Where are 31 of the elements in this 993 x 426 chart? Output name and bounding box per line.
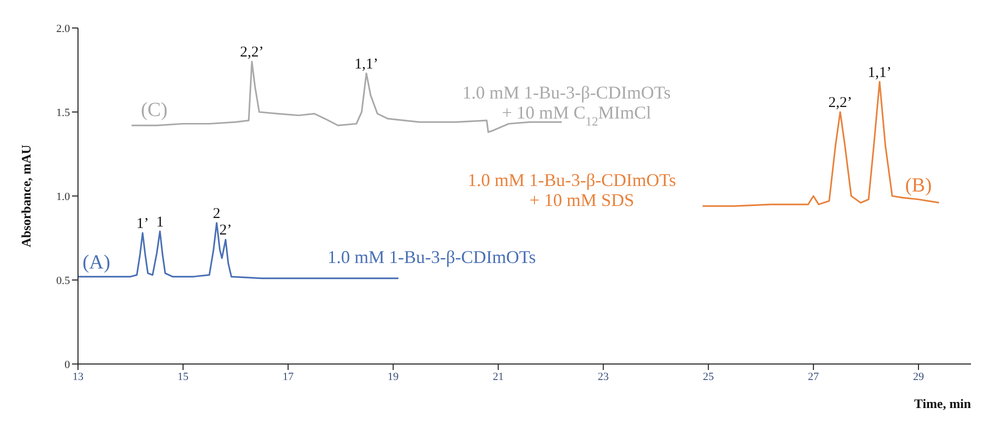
annotation: 1,1’ xyxy=(868,64,892,81)
annotation: 2,2’ xyxy=(828,95,852,111)
line-series xyxy=(702,80,940,207)
x-tick-label: 21 xyxy=(492,370,504,383)
annotation: 2 xyxy=(212,206,220,222)
x-tick-label: 23 xyxy=(598,370,610,383)
annotation: 2,2’ xyxy=(240,44,264,61)
annotation: (A) xyxy=(82,252,110,274)
annotation: 1’ xyxy=(136,216,149,232)
y-tick-label: 0.5 xyxy=(56,274,70,287)
y-tick-label: 1.5 xyxy=(56,106,70,119)
x-tick-label: 17 xyxy=(282,370,294,383)
x-tick-label: 13 xyxy=(72,370,84,383)
y-axis-title: Absorbance, mAU xyxy=(18,144,34,248)
x-tick-label: 29 xyxy=(912,370,924,383)
series-label: 1.0 mM 1-Bu-3-β-CDImOTs + 10 mM SDS xyxy=(468,170,676,210)
x-tick-label: 27 xyxy=(808,370,820,383)
series-label: 1.0 mM 1-Bu-3-β-CDImOTs xyxy=(328,247,536,268)
annotation: 1,1’ xyxy=(354,56,378,72)
series-label: 1.0 mM 1-Bu-3-β-CDImOTs + 10 mM C$_{12}$MImCl xyxy=(462,82,671,129)
x-tick-label: 19 xyxy=(388,370,400,383)
x-tick-label: 15 xyxy=(178,370,190,383)
y-tick-label: 2.0 xyxy=(56,22,70,35)
x-tick-label: 25 xyxy=(702,370,714,383)
annotation: (C) xyxy=(140,98,168,121)
annotation: (B) xyxy=(905,174,932,196)
annotation: 2’ xyxy=(219,222,232,239)
y-tick-label: 0 xyxy=(64,358,70,371)
x-axis-title: Time, min xyxy=(914,396,972,411)
y-tick-label: 1.0 xyxy=(56,190,70,203)
annotation: 1 xyxy=(156,214,164,230)
